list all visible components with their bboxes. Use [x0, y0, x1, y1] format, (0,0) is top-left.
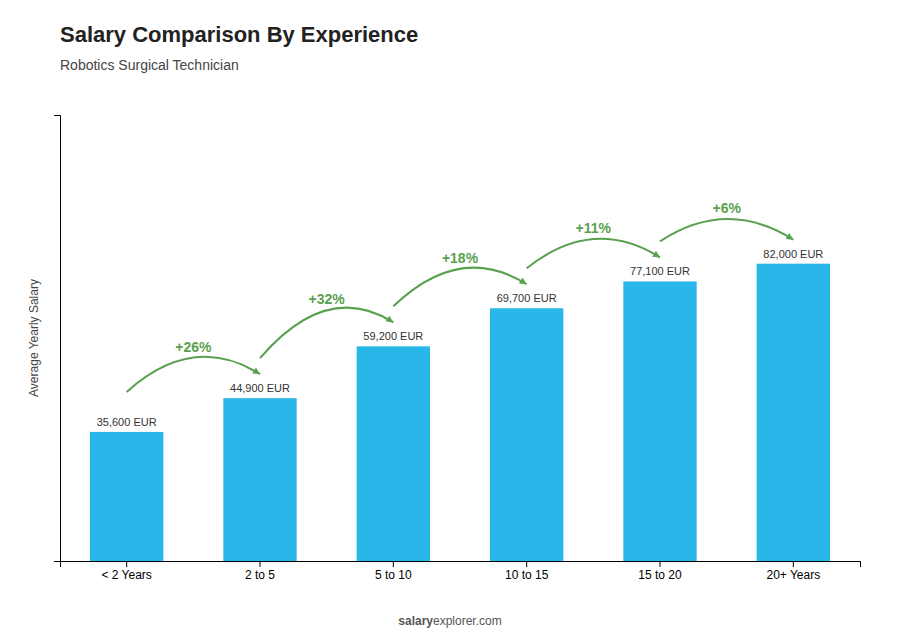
bar	[623, 281, 696, 561]
data-labels: 35,600 EUR 44,900 EUR 59,200 EUR 69,700 EUR…	[97, 248, 824, 428]
bar	[90, 432, 163, 561]
x-tick-mark	[660, 561, 661, 567]
annotation-arrow	[527, 239, 660, 268]
x-axis: < 2 Years 2 to 5 5 to 10 10 to 15 15 to 20 20…	[61, 561, 861, 582]
x-axis-line	[61, 562, 861, 568]
x-tick-label: < 2 Years	[101, 568, 151, 582]
title: Salary Comparison By Experience	[60, 22, 418, 47]
y-axis	[54, 116, 61, 562]
annotation-label: +11%	[576, 220, 612, 236]
x-tick-label: 20+ Years	[766, 568, 820, 582]
x-tick: 15 to 20	[638, 561, 682, 582]
bar	[223, 398, 296, 561]
x-tick: 2 to 5	[245, 561, 275, 582]
plot: < 2 Years 2 to 5 5 to 10 10 to 15 15 to 20 20…	[54, 116, 861, 582]
x-tick-label: 10 to 15	[505, 568, 549, 582]
bar	[757, 264, 830, 561]
y-axis-title: Average Yearly Salary	[27, 279, 41, 397]
x-tick-label: 2 to 5	[245, 568, 275, 582]
watermark: salaryexplorer.com	[398, 614, 501, 628]
watermark-part: salary	[398, 614, 433, 628]
x-tick: 10 to 15	[505, 561, 549, 582]
subtitle: Robotics Surgical Technician	[60, 57, 239, 73]
data-label: 44,900 EUR	[230, 382, 290, 394]
annotation-arrow	[260, 308, 393, 359]
data-label: 77,100 EUR	[630, 265, 690, 277]
annotation-label: +18%	[442, 250, 479, 266]
x-tick-mark	[526, 561, 527, 567]
annotation-arrow	[127, 357, 260, 392]
watermark-part: explorer.com	[433, 614, 502, 628]
data-label: 35,600 EUR	[97, 416, 157, 428]
annotations: +26% +32% +18% +11% +6%	[127, 200, 794, 392]
bar	[357, 346, 430, 561]
bars	[90, 264, 830, 561]
annotation-label: +6%	[712, 200, 741, 216]
chart-svg: Salary Comparison By Experience Robotics …	[0, 0, 900, 641]
x-tick: 20+ Years	[766, 561, 820, 582]
x-tick-mark	[260, 561, 261, 567]
data-label: 69,700 EUR	[497, 292, 557, 304]
x-tick-mark	[126, 561, 127, 567]
bar	[490, 308, 563, 561]
data-label: 82,000 EUR	[763, 248, 823, 260]
x-tick-label: 5 to 10	[375, 568, 412, 582]
x-tick: 5 to 10	[375, 561, 412, 582]
x-tick-label: 15 to 20	[638, 568, 682, 582]
x-tick: < 2 Years	[101, 561, 151, 582]
annotation-arrow	[660, 219, 793, 241]
annotation-label: +26%	[175, 339, 212, 355]
y-axis-line	[54, 116, 61, 562]
x-tick-mark	[793, 561, 794, 567]
data-label: 59,200 EUR	[363, 330, 423, 342]
x-tick-mark	[393, 561, 394, 567]
annotation-label: +32%	[309, 291, 346, 307]
annotation-arrow	[393, 268, 526, 307]
